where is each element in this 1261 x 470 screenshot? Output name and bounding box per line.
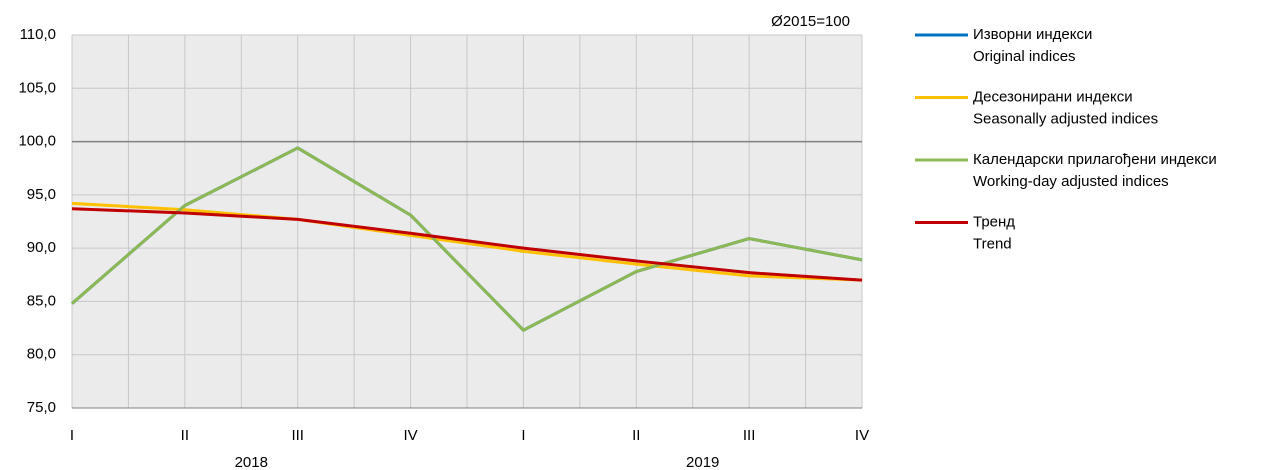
legend-label: Календарски прилагођени индекси: [973, 151, 1217, 168]
x-tick-label: III: [743, 427, 756, 444]
y-tick-label: 95,0: [27, 186, 56, 203]
x-tick-label: II: [632, 427, 640, 444]
x-tick-label: III: [291, 427, 304, 444]
year-label: 2018: [235, 454, 268, 470]
y-tick-label: 105,0: [18, 79, 56, 96]
series-line: [71, 146, 863, 332]
legend-label: Изворни индекси: [973, 26, 1092, 43]
annotation: Ø2015=100: [771, 13, 850, 30]
legend-sublabel: Seasonally adjusted indices: [973, 110, 1158, 127]
legend-sublabel: Original indices: [973, 48, 1076, 65]
y-tick-label: 85,0: [27, 292, 56, 309]
legend-label: Тренд: [973, 213, 1015, 230]
y-tick-label: 80,0: [27, 346, 56, 363]
x-tick-label: II: [181, 427, 189, 444]
x-tick-label: I: [521, 427, 525, 444]
x-tick-label: IV: [855, 427, 869, 444]
y-tick-label: 75,0: [27, 399, 56, 416]
y-tick-label: 100,0: [18, 133, 56, 150]
legend-label: Десезонирани индекси: [973, 88, 1133, 105]
series-line: [71, 207, 863, 282]
legend-sublabel: Working-day adjusted indices: [973, 173, 1169, 190]
x-tick-label: IV: [403, 427, 417, 444]
series-line: [71, 201, 863, 282]
year-label: 2019: [686, 454, 719, 470]
legend-sublabel: Trend: [973, 235, 1012, 252]
y-tick-label: 110,0: [20, 26, 56, 43]
x-tick-label: I: [70, 427, 74, 444]
y-tick-label: 90,0: [27, 239, 56, 256]
